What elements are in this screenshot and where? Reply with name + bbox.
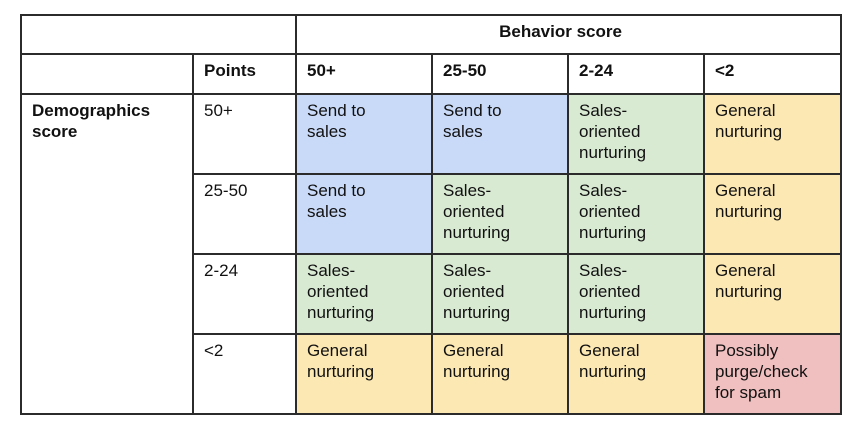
empty-cell: [20, 53, 194, 95]
points-header-row: Points 50+ 25-50 2-24 <2: [20, 53, 843, 95]
column-header-lt2: <2: [702, 53, 843, 95]
row-header-2-24: 2-24: [192, 253, 297, 335]
matrix-cell: Sales-oriented nurturing: [431, 173, 569, 255]
matrix-cell: General nurturing: [295, 333, 433, 415]
column-header-2-24: 2-24: [567, 53, 705, 95]
matrix-cell: Send to sales: [295, 173, 433, 255]
matrix-cell: Sales-oriented nurturing: [567, 93, 705, 175]
column-header-25-50: 25-50: [431, 53, 569, 95]
matrix-cell: General nurturing: [431, 333, 569, 415]
matrix-cell: Sales-oriented nurturing: [431, 253, 569, 335]
behavior-score-header: Behavior score: [294, 14, 843, 55]
row-header-25-50: 25-50: [192, 173, 297, 255]
points-header: Points: [192, 53, 297, 95]
matrix-row-25-50: 25-50 Send to sales Sales-oriented nurtu…: [21, 173, 843, 255]
matrix-cell: Sales-oriented nurturing: [567, 173, 705, 255]
matrix-row-lt2: <2 General nurturing General nurturing G…: [21, 333, 843, 415]
matrix-row-2-24: 2-24 Sales-oriented nurturing Sales-orie…: [21, 253, 843, 335]
matrix-cell: Sales-oriented nurturing: [567, 253, 705, 335]
matrix-row-50plus: Demographics score 50+ Send to sales Sen…: [20, 93, 843, 415]
row-header-lt2: <2: [192, 333, 297, 415]
scoring-table: Behavior score Points 50+ 25-50 2-24 <2 …: [20, 14, 843, 415]
matrix-cell: General nurturing: [567, 333, 705, 415]
matrix-cell: General nurturing: [702, 253, 843, 335]
matrix-cell: Send to sales: [295, 93, 433, 175]
row-header-50plus: 50+: [192, 93, 297, 175]
matrix-cell: General nurturing: [702, 173, 843, 255]
matrix-cell: Sales-oriented nurturing: [295, 253, 433, 335]
demographics-score-header: Demographics score: [20, 93, 194, 415]
matrix-cell: Send to sales: [431, 93, 569, 175]
column-header-50plus: 50+: [295, 53, 433, 95]
empty-corner: [20, 14, 297, 55]
matrix-cell: Possibly purge/check for spam: [702, 333, 843, 415]
behavior-header-row: Behavior score: [20, 14, 843, 55]
matrix-cell: General nurturing: [702, 93, 843, 175]
